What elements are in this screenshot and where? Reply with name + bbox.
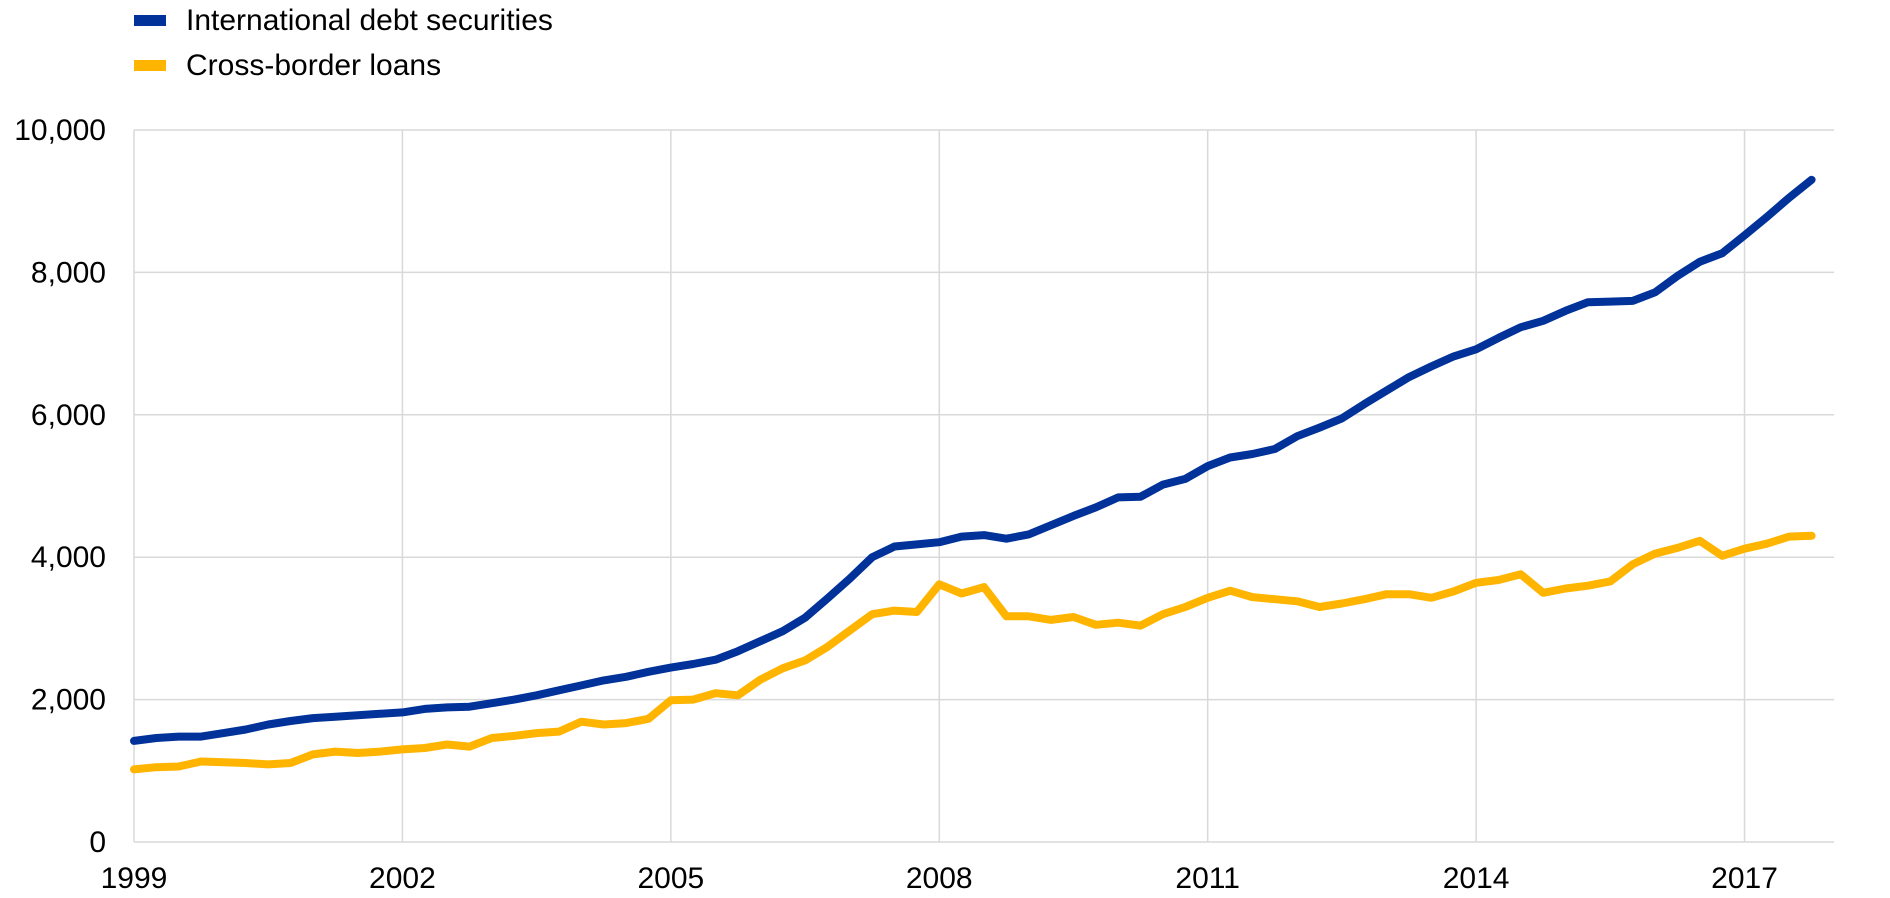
legend: International debt securities Cross-borde… (134, 4, 553, 82)
x-tick-label: 2017 (1711, 862, 1778, 895)
legend-label: Cross-border loans (186, 49, 441, 82)
x-tick-label: 1999 (101, 862, 168, 895)
series-line-international-debt-securities (130, 175, 1816, 745)
legend-label: International debt securities (186, 4, 553, 37)
series-lines (130, 175, 1816, 774)
x-tick-label: 2008 (906, 862, 973, 895)
series-line-cross-border-loans (130, 531, 1816, 774)
legend-swatch (134, 60, 166, 71)
gridlines (134, 129, 1834, 842)
y-tick-label: 2,000 (31, 684, 106, 717)
x-tick-label: 2002 (369, 862, 436, 895)
x-tick-label: 2005 (637, 862, 704, 895)
y-tick-label: 4,000 (31, 541, 106, 574)
axes: 0 2,000 4,000 6,000 8,000 10,000 1999 2002 2005 2… (14, 114, 1834, 895)
x-tick-label: 2011 (1175, 862, 1240, 895)
legend-swatch (134, 15, 166, 26)
y-tick-label: 0 (89, 826, 106, 859)
y-tick-label: 10,000 (14, 114, 106, 147)
x-tick-label: 2014 (1443, 862, 1510, 895)
y-tick-label: 8,000 (31, 256, 106, 289)
y-tick-label: 6,000 (31, 399, 106, 432)
